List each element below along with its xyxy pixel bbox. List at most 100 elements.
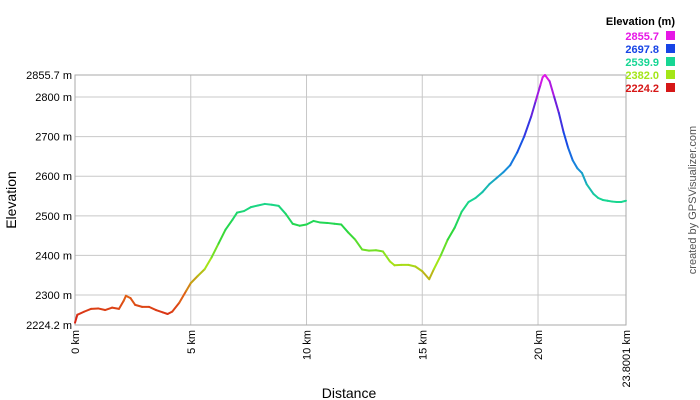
- legend-swatch: [666, 31, 675, 40]
- elevation-segment: [548, 80, 556, 99]
- elevation-segment: [185, 282, 192, 293]
- elevation-segment: [446, 226, 456, 241]
- elevation-segment: [620, 199, 627, 203]
- elevation-segment: [340, 223, 350, 234]
- elevation-segment: [224, 218, 234, 231]
- elevation-segment: [557, 111, 565, 133]
- elevation-segment: [104, 306, 114, 312]
- elevation-segment: [231, 211, 239, 221]
- y-tick-label: 2855.7 m: [26, 70, 72, 82]
- y-tick-label: 2700 m: [35, 132, 72, 144]
- x-tick-label: 5 km: [186, 330, 198, 354]
- elevation-segment: [305, 219, 315, 226]
- elevation-segment: [298, 223, 308, 227]
- elevation-segment: [571, 159, 579, 170]
- elevation-segment: [502, 164, 512, 174]
- elevation-segment: [388, 260, 396, 267]
- elevation-segment: [553, 96, 560, 114]
- y-tick-label: 2300 m: [35, 290, 72, 302]
- x-tick-label: 0 km: [70, 330, 82, 354]
- elevation-segment: [495, 171, 505, 180]
- y-tick-label: 2224.2 m: [26, 320, 72, 332]
- legend-label: 2382.0: [625, 70, 659, 82]
- elevation-segment: [117, 299, 125, 310]
- legend-title: Elevation (m): [606, 16, 675, 28]
- legend-swatch: [666, 57, 675, 66]
- elevation-segment: [333, 222, 343, 226]
- x-tick-label: 20 km: [533, 330, 545, 360]
- elevation-segment: [76, 310, 86, 316]
- y-axis-label: Elevation: [3, 171, 19, 229]
- y-tick-label: 2500 m: [35, 211, 72, 223]
- elevation-segment: [203, 256, 213, 271]
- elevation-segment: [189, 274, 199, 285]
- legend-label: 2697.8: [625, 44, 659, 56]
- legend-label: 2539.9: [625, 57, 659, 69]
- x-tick-label: 15 km: [417, 330, 429, 360]
- elevation-segment: [474, 191, 484, 200]
- elevation-segment: [155, 309, 164, 314]
- elevation-segment: [178, 290, 188, 304]
- elevation-segment: [243, 206, 252, 213]
- elevation-segment: [530, 100, 537, 118]
- elevation-segment: [534, 84, 542, 103]
- plot-frame: [74, 74, 627, 326]
- elevation-segment: [326, 221, 336, 225]
- x-axis-label: Distance: [322, 385, 377, 400]
- elevation-segment: [210, 242, 220, 259]
- legend: Elevation (m) 2855.72697.82539.92382.022…: [606, 16, 675, 95]
- elevation-segment: [171, 301, 181, 313]
- elevation-segment: [509, 151, 519, 167]
- x-tick-labels: 0 km 5 km 10 km 15 km 20 km 23.8001 km: [70, 330, 633, 387]
- elevation-segment: [516, 135, 526, 154]
- elevation-segment: [439, 238, 449, 257]
- y-tick-label: 2800 m: [35, 92, 72, 104]
- elevation-segment: [312, 219, 322, 224]
- y-tick-labels: 2224.2 m 2300 m 2400 m 2500 m 2600 m 2700 m 28…: [26, 70, 72, 332]
- legend-swatch: [666, 44, 675, 53]
- x-tick-label: 10 km: [302, 330, 314, 360]
- elevation-segment: [354, 238, 364, 251]
- elevation-segment: [83, 307, 93, 313]
- elevation-segment: [467, 197, 477, 203]
- elevation-segment: [543, 74, 551, 83]
- elevation-segment: [381, 250, 391, 263]
- elevation-segment: [374, 249, 384, 253]
- elevation-segment: [256, 202, 266, 207]
- y-tick-label: 2600 m: [35, 171, 72, 183]
- elevation-segment: [432, 254, 442, 271]
- y-tick-label: 2400 m: [35, 250, 72, 262]
- elevation-segment: [196, 268, 206, 277]
- elevation-segment: [407, 263, 417, 268]
- elevation-segment: [539, 76, 544, 87]
- elevation-segment: [585, 183, 595, 196]
- elevation-segment: [523, 115, 533, 138]
- elevation-segment: [460, 200, 470, 213]
- elevation-segment: [148, 305, 158, 312]
- grid: [74, 74, 627, 326]
- elevation-segment: [284, 212, 294, 225]
- elevation-segment: [347, 231, 357, 241]
- elevation-segment: [263, 202, 273, 206]
- legend-label: 2855.7: [625, 31, 659, 43]
- elevation-segment: [134, 303, 144, 308]
- elevation-segment: [567, 146, 574, 162]
- legend-label: 2224.2: [625, 83, 659, 95]
- elevation-line: [74, 74, 627, 324]
- elevation-segment: [414, 265, 424, 273]
- elevation-segment: [453, 210, 463, 229]
- legend-swatch: [666, 83, 675, 92]
- elevation-segment: [592, 193, 600, 200]
- elevation-segment: [217, 228, 227, 245]
- elevation-segment: [576, 167, 584, 175]
- elevation-segment: [111, 306, 120, 310]
- elevation-segment: [277, 204, 287, 215]
- elevation-segment: [249, 204, 259, 209]
- elevation-segment: [361, 248, 371, 252]
- x-tick-label: 23.8001 km: [621, 330, 633, 387]
- elevation-segment: [74, 313, 79, 324]
- elevation-segment: [481, 183, 491, 194]
- legend-swatch: [666, 70, 675, 79]
